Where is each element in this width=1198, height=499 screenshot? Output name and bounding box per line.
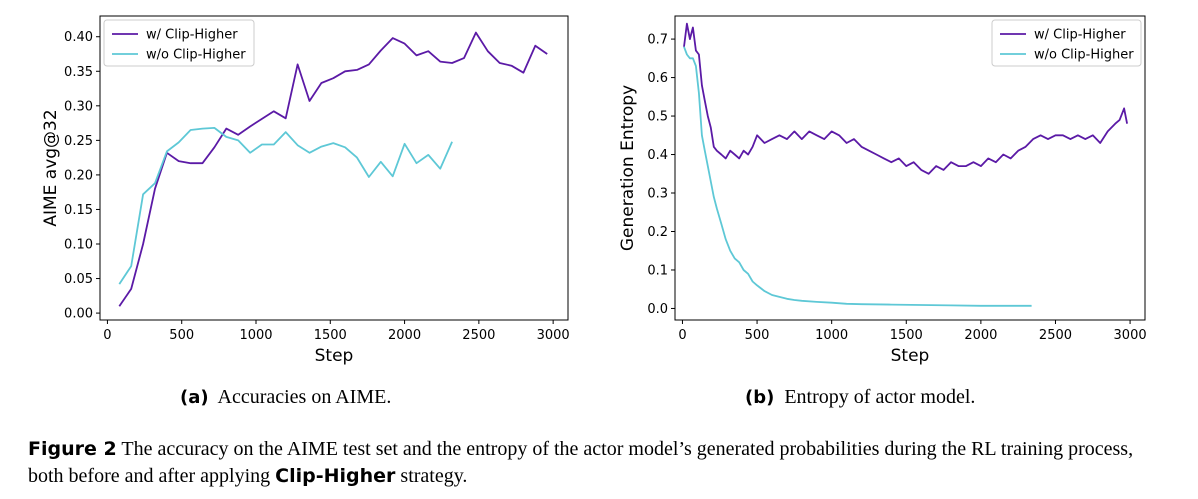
y-tick-label: 0.10 bbox=[64, 238, 93, 253]
x-axis-label: Step bbox=[891, 346, 930, 366]
x-tick-label: 0 bbox=[103, 328, 111, 343]
subcaption-b-text: Entropy of actor model. bbox=[784, 386, 976, 408]
figure-caption: Figure 2 The accuracy on the AIME test s… bbox=[28, 436, 1168, 490]
y-tick-label: 0.4 bbox=[647, 148, 668, 163]
x-tick-label: 2000 bbox=[388, 328, 421, 343]
y-tick-label: 0.6 bbox=[647, 71, 668, 86]
y-tick-label: 0.3 bbox=[647, 187, 668, 202]
y-tick-label: 0.05 bbox=[64, 272, 93, 287]
x-tick-label: 2000 bbox=[964, 328, 997, 343]
y-tick-label: 0.20 bbox=[64, 168, 93, 183]
x-axis-label: Step bbox=[315, 346, 354, 366]
x-tick-label: 1000 bbox=[239, 328, 272, 343]
subcaption-a: (a) Accuracies on AIME. bbox=[180, 386, 391, 409]
y-tick-label: 0.2 bbox=[647, 225, 668, 240]
y-tick-label: 0.5 bbox=[647, 110, 668, 125]
x-tick-label: 1500 bbox=[890, 328, 923, 343]
legend-label-1: w/o Clip-Higher bbox=[146, 48, 246, 63]
x-tick-label: 1500 bbox=[314, 328, 347, 343]
series-line-1 bbox=[118, 127, 453, 285]
subcaption-a-label: (a) bbox=[180, 387, 209, 408]
series-line-1 bbox=[683, 46, 1032, 307]
subcaption-b-label: (b) bbox=[745, 387, 775, 408]
y-axis-label: AIME avg@32 bbox=[41, 109, 61, 226]
legend-label-0: w/ Clip-Higher bbox=[1034, 28, 1126, 43]
subcaption-a-text: Accuracies on AIME. bbox=[217, 386, 392, 408]
x-tick-label: 3000 bbox=[1114, 328, 1147, 343]
x-tick-label: 1000 bbox=[815, 328, 848, 343]
figure-bold: Clip-Higher bbox=[275, 465, 396, 487]
plot-frame bbox=[674, 15, 1146, 321]
chart-generation-entropy: 0 500 1000 1500 2000 2500 3000 0.0 0.1 0.2 0.3 0.4 0… bbox=[618, 15, 1147, 366]
legend-box bbox=[991, 19, 1142, 67]
series-line-0 bbox=[118, 31, 548, 307]
legend-box bbox=[103, 19, 255, 67]
series-line-0 bbox=[683, 22, 1128, 175]
chart-accuracy-aime: 0 500 1000 1500 2000 2500 3000 0.00 0.05 0.10 0.15… bbox=[41, 15, 570, 366]
x-tick-label: 500 bbox=[745, 328, 770, 343]
legend-label-0: w/ Clip-Higher bbox=[146, 28, 238, 43]
x-tick-label: 2500 bbox=[462, 328, 495, 343]
subcaption-b: (b) Entropy of actor model. bbox=[745, 386, 975, 409]
figure-text-1: The accuracy on the AIME test set and th… bbox=[28, 438, 1134, 487]
x-tick-label: 500 bbox=[169, 328, 194, 343]
x-tick-label: 0 bbox=[678, 328, 686, 343]
y-tick-label: 0.35 bbox=[64, 65, 93, 80]
y-axis-label: Generation Entropy bbox=[618, 85, 638, 251]
y-tick-label: 0.15 bbox=[64, 203, 93, 218]
plot-frame bbox=[99, 15, 569, 321]
legend-label-1: w/o Clip-Higher bbox=[1034, 48, 1134, 63]
y-tick-label: 0.0 bbox=[647, 302, 668, 317]
y-tick-label: 0.1 bbox=[647, 263, 668, 278]
y-tick-label: 0.25 bbox=[64, 134, 93, 149]
x-tick-label: 3000 bbox=[537, 328, 570, 343]
figure-text-2: strategy. bbox=[400, 465, 468, 487]
x-tick-label: 2500 bbox=[1039, 328, 1072, 343]
figure-label: Figure 2 bbox=[28, 438, 117, 460]
y-tick-label: 0.00 bbox=[64, 307, 93, 322]
y-tick-label: 0.7 bbox=[647, 33, 668, 48]
y-tick-label: 0.40 bbox=[64, 30, 93, 45]
y-tick-label: 0.30 bbox=[64, 99, 93, 114]
